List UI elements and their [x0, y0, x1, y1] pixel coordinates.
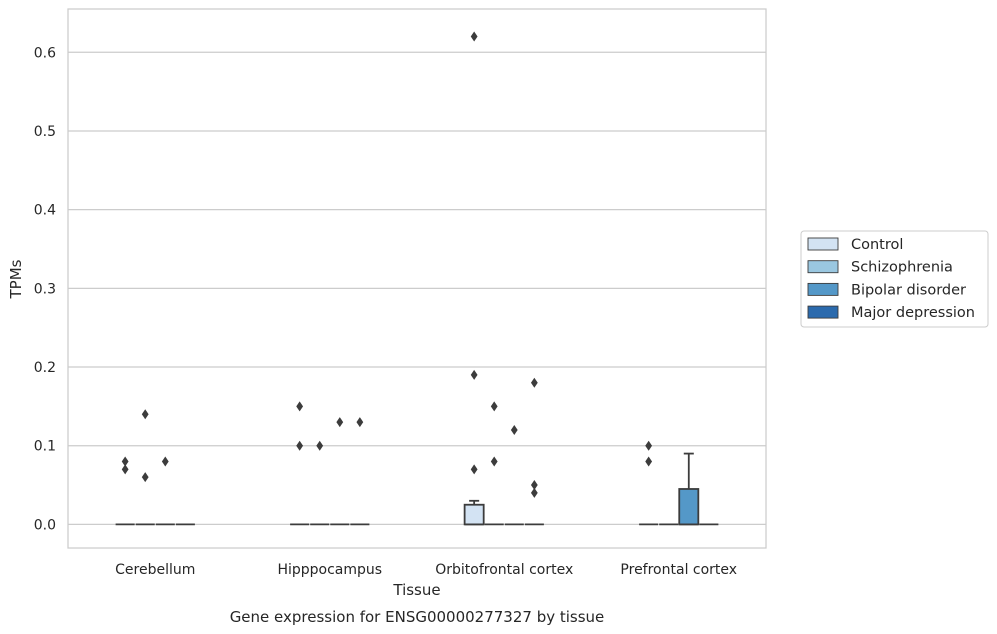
x-axis-label: Tissue — [392, 581, 440, 599]
outlier-point — [490, 456, 498, 467]
outlier-point — [336, 417, 344, 428]
outlier-point — [530, 480, 538, 491]
y-tick-label: 0.5 — [34, 124, 56, 140]
outlier-point — [296, 440, 304, 451]
legend-swatch — [807, 237, 839, 251]
outlier-point — [470, 369, 478, 380]
outlier-point — [530, 377, 538, 388]
box-body — [678, 488, 700, 526]
legend-swatch — [807, 305, 839, 319]
legend-item: Major depression — [807, 305, 975, 321]
outlier-point — [530, 487, 538, 498]
plot-frame — [67, 8, 767, 549]
legend-label: Control — [851, 237, 903, 253]
outlier-point — [316, 440, 324, 451]
outlier-point — [470, 464, 478, 475]
y-tick-label: 0.3 — [34, 281, 56, 297]
outlier-point — [645, 440, 653, 451]
outlier-point — [470, 31, 478, 42]
legend-label: Bipolar disorder — [851, 282, 966, 298]
legend-frame — [800, 230, 989, 328]
outlier-point — [141, 409, 149, 420]
legend-swatch — [807, 282, 839, 296]
x-tick-label: Prefrontal cortex — [620, 562, 737, 578]
chart-title: Gene expression for ENSG00000277327 by t… — [230, 608, 605, 626]
box-body — [463, 503, 485, 526]
outlier-point — [645, 456, 653, 467]
y-tick-label: 0.6 — [34, 45, 56, 61]
x-tick-labels: Cerebellum Hipppocampus Orbitofrontal cort… — [115, 562, 737, 578]
box-2-0 — [463, 499, 485, 526]
legend-item: Schizophrenia — [807, 260, 953, 276]
outlier-point — [161, 456, 169, 467]
legend-item: Bipolar disorder — [807, 282, 966, 298]
legend-label: Schizophrenia — [851, 260, 953, 276]
outlier-point — [356, 417, 364, 428]
x-tick-label: Cerebellum — [115, 562, 195, 578]
gridlines — [68, 51, 766, 526]
outlier-point — [121, 464, 129, 475]
outlier-point — [510, 424, 518, 435]
outliers — [121, 31, 653, 498]
x-tick-label: Hipppocampus — [277, 562, 382, 578]
outlier-point — [121, 456, 129, 467]
boxes — [115, 452, 719, 526]
legend-swatch — [807, 260, 839, 274]
legend-label: Major depression — [851, 305, 975, 321]
outlier-point — [490, 401, 498, 412]
y-tick-label: 0.0 — [34, 517, 56, 533]
y-axis-label: TPMs — [7, 259, 25, 299]
outlier-point — [296, 401, 304, 412]
y-tick-label: 0.2 — [34, 360, 56, 376]
outlier-point — [141, 472, 149, 483]
box-3-2 — [678, 452, 700, 526]
legend-item: Control — [807, 237, 903, 253]
y-tick-label: 0.4 — [34, 203, 56, 219]
legend: Control Schizophrenia Bipolar disorder Majo… — [800, 230, 989, 328]
y-tick-label: 0.1 — [34, 439, 56, 455]
x-tick-label: Orbitofrontal cortex — [435, 562, 573, 578]
y-tick-labels: 0.0 0.1 0.2 0.3 0.4 0.5 0.6 — [34, 45, 56, 533]
